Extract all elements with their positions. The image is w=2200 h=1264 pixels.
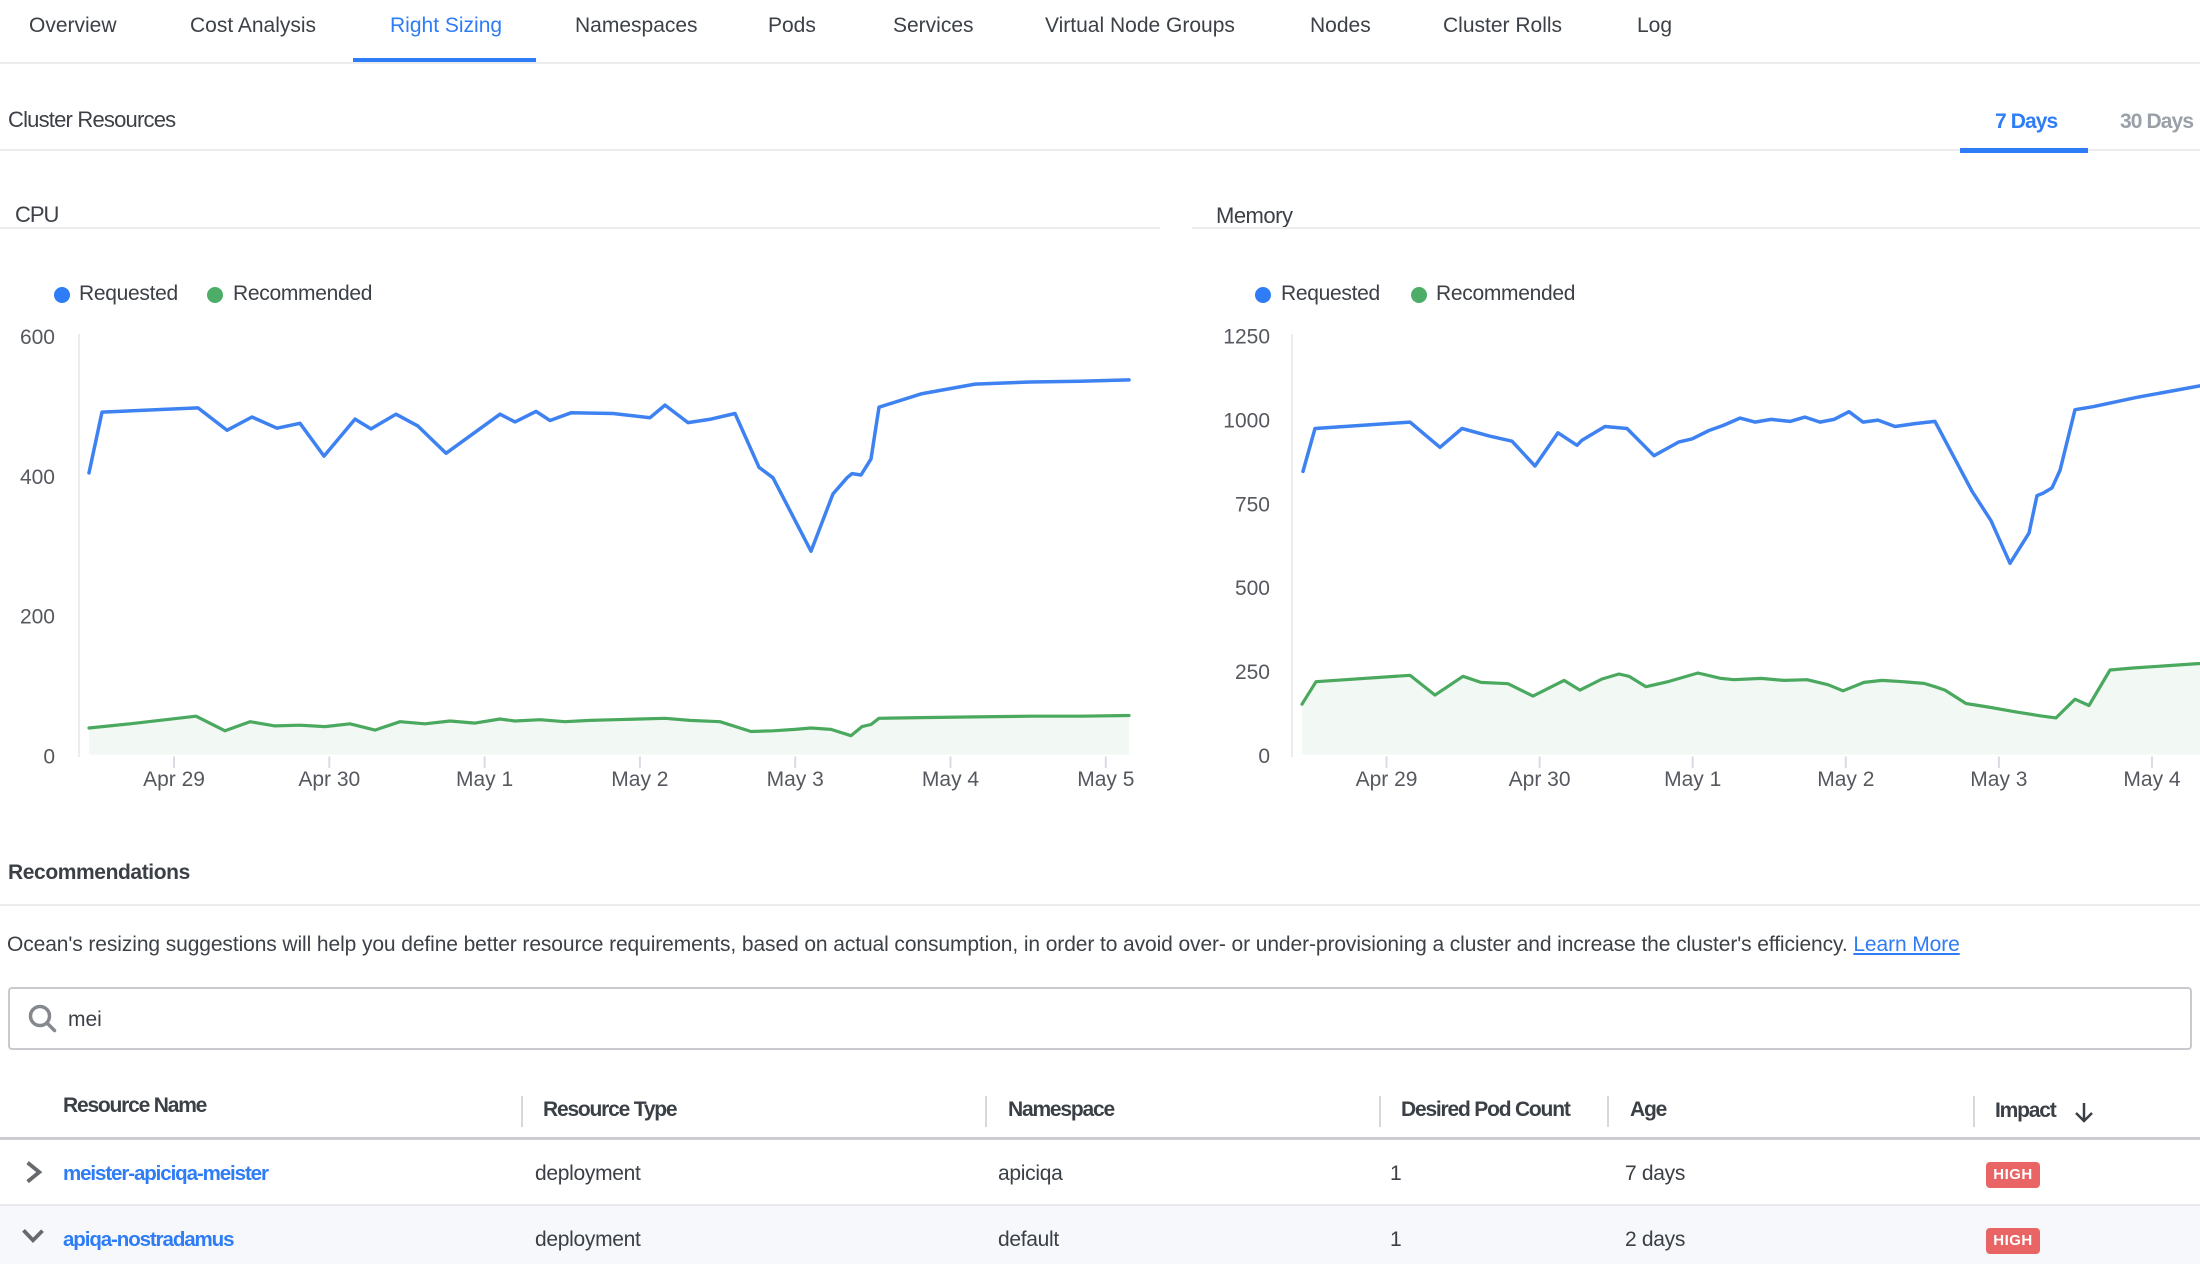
svg-text:May 1: May 1 — [1664, 768, 1721, 791]
svg-text:May 2: May 2 — [1817, 768, 1874, 791]
svg-text:May 5: May 5 — [1077, 768, 1134, 791]
svg-text:1250: 1250 — [1223, 326, 1270, 349]
svg-text:May 2: May 2 — [611, 768, 668, 791]
svg-text:0: 0 — [1258, 745, 1270, 768]
svg-text:Apr 30: Apr 30 — [298, 768, 360, 791]
svg-text:Apr 29: Apr 29 — [1356, 768, 1418, 791]
svg-text:500: 500 — [1235, 577, 1270, 600]
svg-text:600: 600 — [20, 326, 55, 349]
svg-text:200: 200 — [20, 606, 55, 629]
svg-text:May 4: May 4 — [2123, 768, 2181, 791]
svg-text:May 3: May 3 — [767, 768, 824, 791]
svg-text:May 1: May 1 — [456, 768, 513, 791]
svg-text:400: 400 — [20, 466, 55, 489]
svg-text:250: 250 — [1235, 661, 1270, 684]
svg-text:Apr 29: Apr 29 — [143, 768, 205, 791]
svg-text:Apr 30: Apr 30 — [1509, 768, 1571, 791]
svg-text:May 3: May 3 — [1970, 768, 2027, 791]
svg-text:May 4: May 4 — [922, 768, 980, 791]
svg-text:1000: 1000 — [1223, 409, 1270, 432]
svg-text:0: 0 — [43, 745, 55, 768]
svg-text:750: 750 — [1235, 493, 1270, 516]
